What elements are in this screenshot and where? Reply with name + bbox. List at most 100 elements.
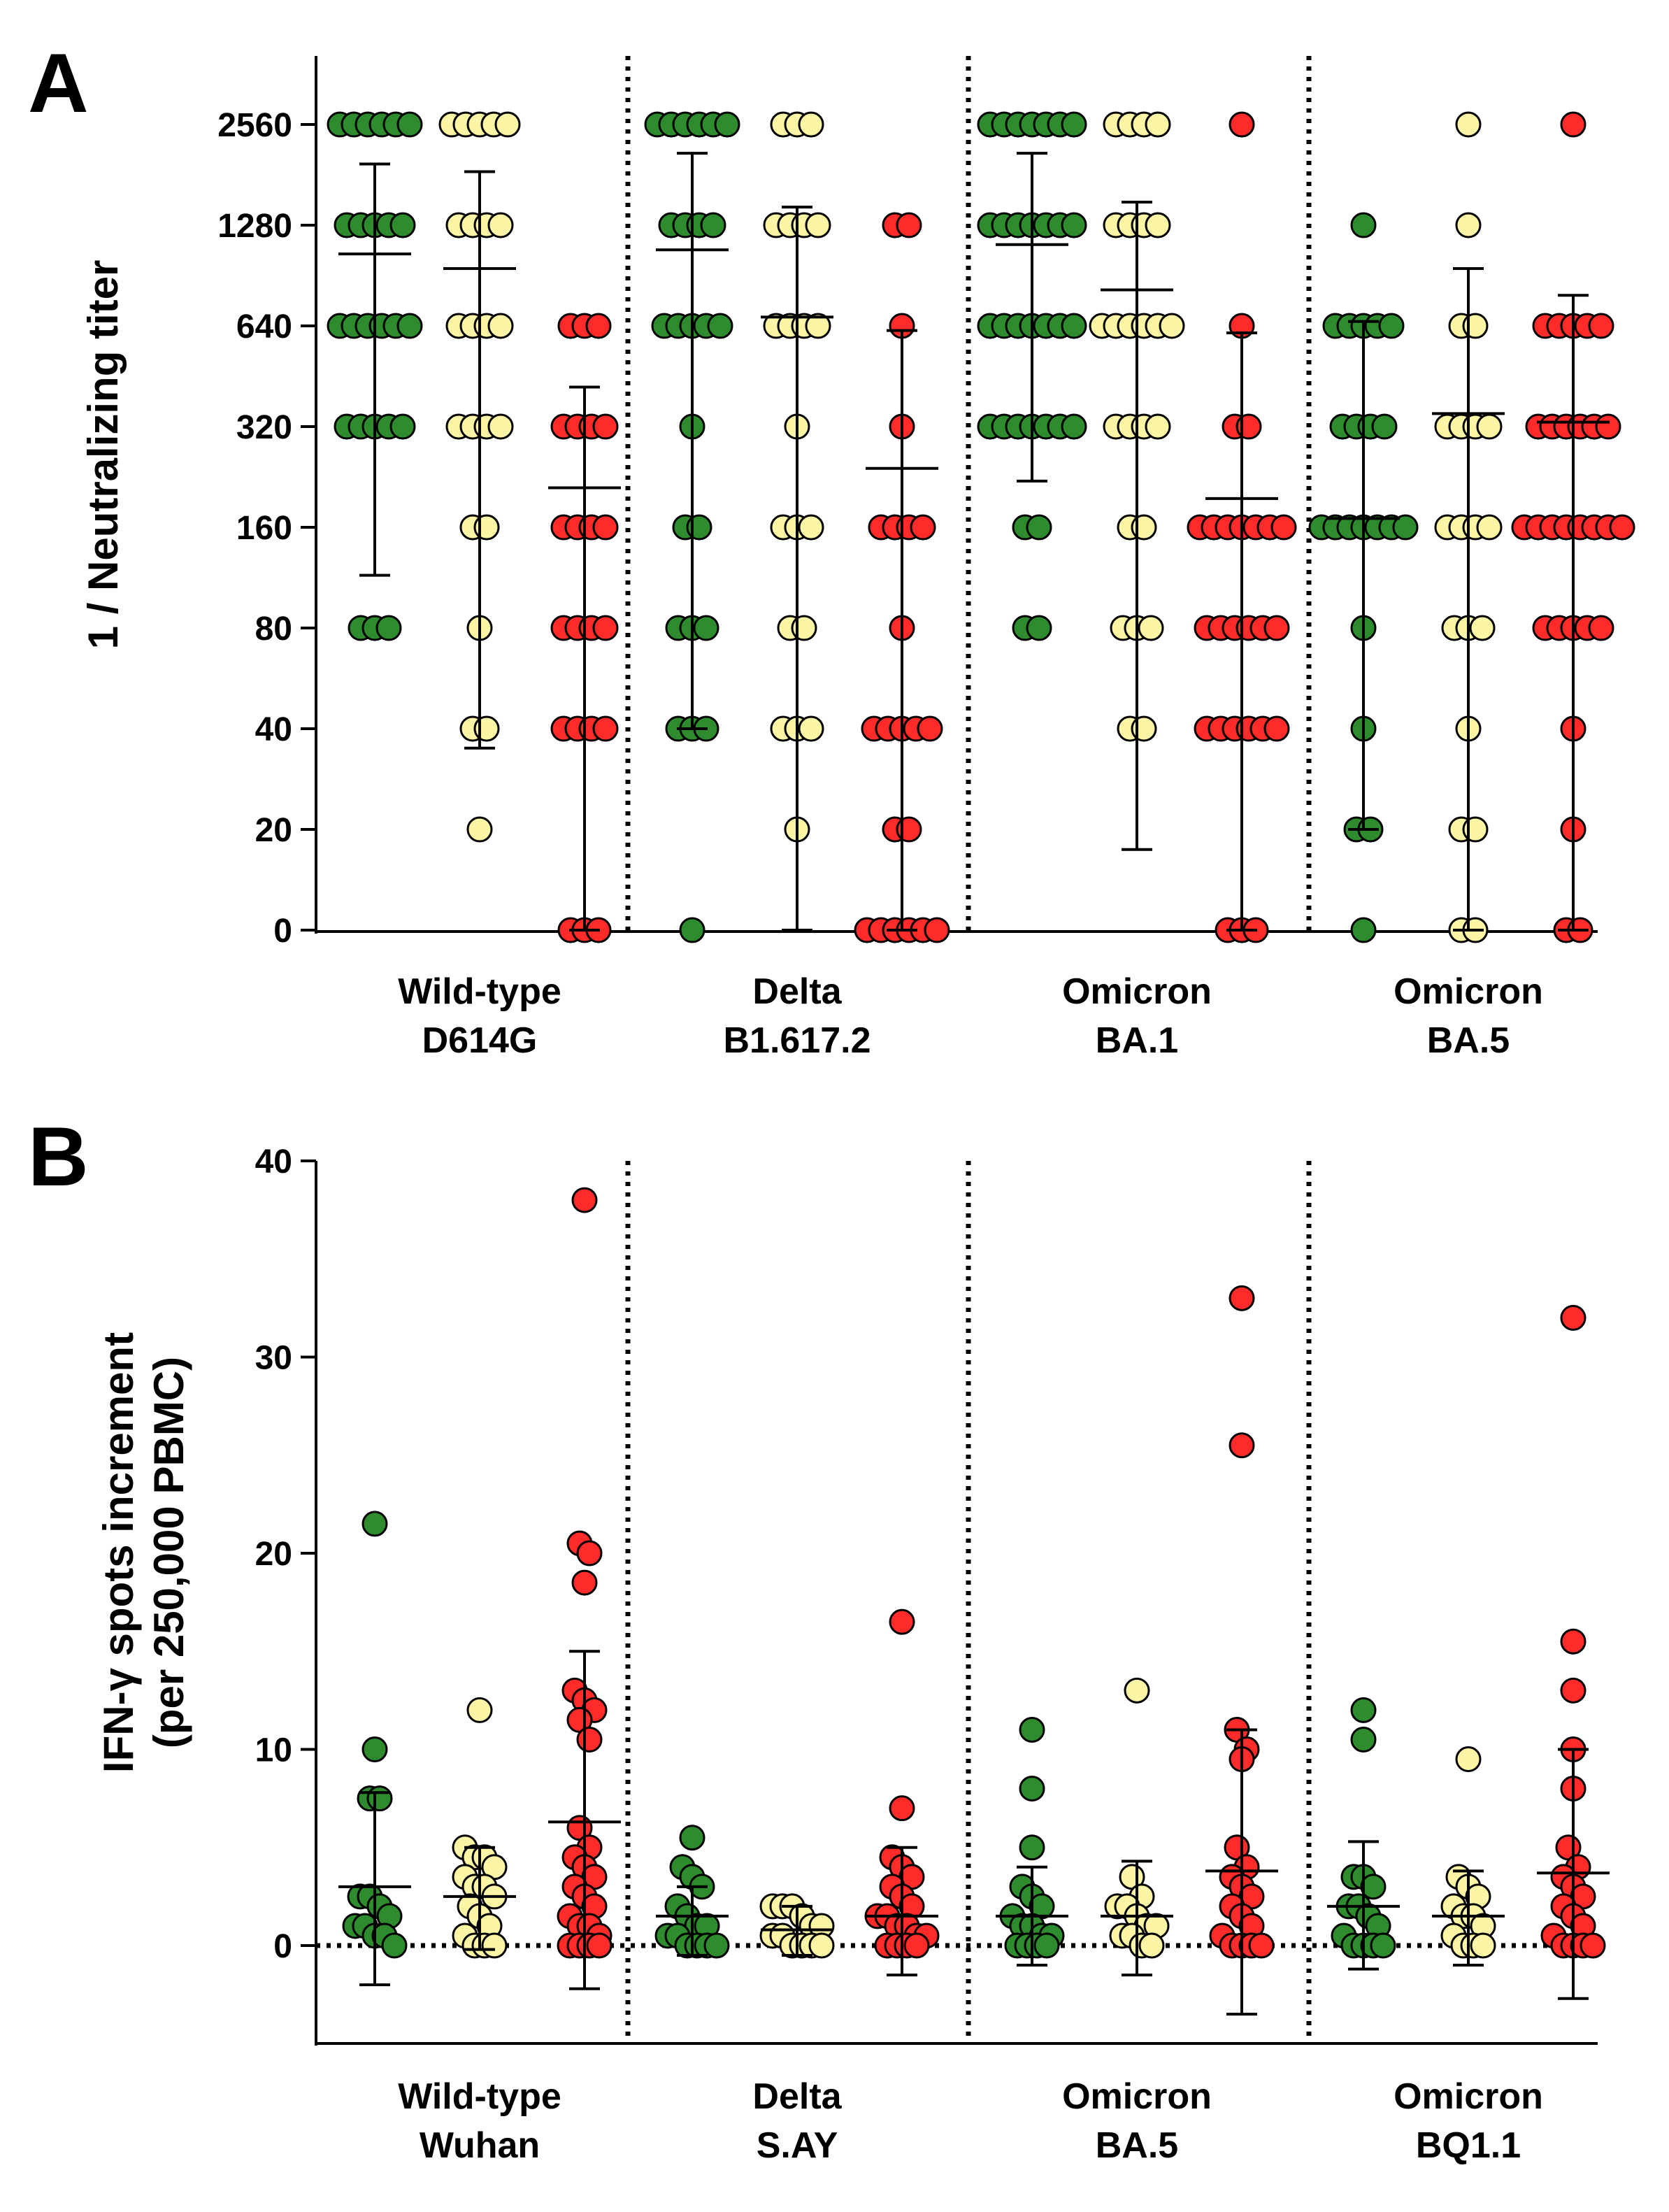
panel-b-data-point [571, 1187, 598, 1213]
panel-a-y-tick-label: 0 [273, 913, 292, 950]
panel-b-y-tick-label: 0 [273, 1928, 292, 1965]
panel-a-y-tick-label: 160 [236, 510, 292, 547]
panel-a-y-axis-title: 1 / Neutralizing titer [80, 260, 127, 650]
panel-a-data-point [693, 615, 719, 641]
panel-a-data-point [585, 313, 612, 339]
panel-a-data-point [700, 212, 726, 238]
panel-a-data-point [1159, 313, 1185, 339]
panel-b-data-point [1560, 1677, 1586, 1704]
panel-b-data-point [1350, 1726, 1377, 1753]
panel-a-data-point [487, 413, 514, 440]
panel-a-data-point [679, 917, 705, 943]
panel-a-group-label-1-line1: Wild-type [398, 971, 561, 1012]
panel-a-y-tick-label: 320 [236, 409, 292, 446]
panel-b-group-label-1-line1: Wild-type [398, 2076, 561, 2117]
panel-b-data-point [1560, 1304, 1586, 1331]
panel-a-data-point [1455, 111, 1482, 138]
panel-a-data-point [805, 313, 831, 339]
panel-b-data-point [1370, 1932, 1396, 1959]
panel-a-data-point [1145, 212, 1171, 238]
panel-b-data-point [1019, 1834, 1045, 1861]
panel-b-data-point [576, 1726, 603, 1753]
panel-a-data-point [1026, 615, 1052, 641]
panel-a-data-point [707, 313, 733, 339]
panel-a-data-point [1270, 514, 1297, 541]
panel-b-y-axis-title-line2: (per 250,000 PBMC) [145, 1357, 192, 1748]
panel-a-data-point [917, 715, 943, 742]
panel-b-group-labels: Wild-type Wuhan Delta S.AY Omicron BA.5 … [398, 2076, 1543, 2166]
panel-b-data-point [703, 1932, 730, 1959]
panel-b-group-label-3-line2: BA.5 [1096, 2125, 1178, 2166]
panel-b-data-point [1229, 1432, 1255, 1459]
panel-a-data-point [487, 212, 514, 238]
panel-b-data-point [889, 1608, 915, 1635]
panel-b-data-point [466, 1697, 493, 1723]
panel-a-data-point [1263, 615, 1290, 641]
panel-a-group-label-2-line2: B1.617.2 [723, 1020, 871, 1061]
panel-b-data-point [586, 1932, 613, 1959]
panel-b-data-point [808, 1932, 835, 1959]
panel-b-data-point [381, 1932, 408, 1959]
panel-b-letter: B [28, 1110, 89, 1204]
panel-a-y-tick-label: 2560 [217, 107, 292, 144]
panel-b-group-label-2-line2: S.AY [757, 2125, 838, 2166]
panel-a-group-label-4-line1: Omicron [1394, 971, 1543, 1012]
panel-a-data-point [389, 212, 416, 238]
panel-a-group-label-3-line2: BA.1 [1096, 1020, 1178, 1061]
panel-a-data-point [592, 615, 619, 641]
panel-b-data-point [361, 1511, 388, 1537]
panel-a-data-point [1588, 615, 1614, 641]
panel-a-group-label-4-line2: BA.5 [1427, 1020, 1510, 1061]
panel-b-data-point [366, 1785, 393, 1812]
panel-a-y-tick-label: 640 [236, 308, 292, 345]
panel-a-data-point [1560, 111, 1586, 138]
panel-a-y-tick-label: 40 [255, 711, 292, 748]
panel-a-data-point [1476, 514, 1503, 541]
panel-b-data-point [1470, 1932, 1496, 1959]
panel-a-data-point [924, 917, 950, 943]
panel-b-y-tick-label: 40 [255, 1143, 292, 1180]
panel-a-data-point [1061, 212, 1087, 238]
panel-a-data-point [798, 514, 824, 541]
panel-a-data-point [798, 715, 824, 742]
panel-b-data-point [1019, 1776, 1045, 1802]
panel-b-data-point [1124, 1677, 1150, 1704]
panel-b-y-tick-label: 10 [255, 1732, 292, 1769]
panel-a-data-point [1371, 413, 1398, 440]
panel-b-group-label-1-line2: Wuhan [420, 2125, 540, 2166]
panel-a-data-point [1026, 514, 1052, 541]
panel-a-data-point [1061, 313, 1087, 339]
panel-a-data-point [1350, 917, 1377, 943]
panel-a-data-point [1455, 212, 1482, 238]
panel-b-data-point [1033, 1932, 1060, 1959]
panel-a-data-point [798, 111, 824, 138]
panel-b-data-point [679, 1825, 705, 1851]
panel-b-data-point [1560, 1628, 1586, 1655]
panel-a-data-point [1145, 413, 1171, 440]
panel-a-data-point [389, 413, 416, 440]
panel-a-data-point [494, 111, 521, 138]
panel-b-data-point [1229, 1285, 1255, 1311]
panel-b-data-point [571, 1569, 598, 1596]
panel-a-data-point [1595, 413, 1621, 440]
panel-a-data-point [1588, 313, 1614, 339]
panel-a-y-tick-label: 1280 [217, 208, 292, 245]
panel-b-data-point [576, 1540, 603, 1567]
panel-b-data-point [1580, 1932, 1606, 1959]
panel-a-data-point [714, 111, 740, 138]
panel-b-data-point [1138, 1932, 1165, 1959]
panel-b-data-point [1360, 1874, 1387, 1900]
panel-a-data-point [1061, 413, 1087, 440]
panel-a-data-point [396, 111, 423, 138]
panel-a-data-point [1476, 413, 1503, 440]
panel-a-data-point [375, 615, 402, 641]
panel-a-group-labels: Wild-type D614G Delta B1.617.2 Omicron B… [398, 971, 1543, 1061]
panel-b-group-label-2-line1: Delta [752, 2076, 842, 2117]
panel-a-data-point [1061, 111, 1087, 138]
panel-b-y-tick-label: 30 [255, 1340, 292, 1377]
panel-b-data-point [481, 1932, 508, 1959]
panel-a-y-tick-label: 80 [255, 611, 292, 648]
panel-a-data-point [805, 212, 831, 238]
panel-b-data-point [889, 1795, 915, 1822]
